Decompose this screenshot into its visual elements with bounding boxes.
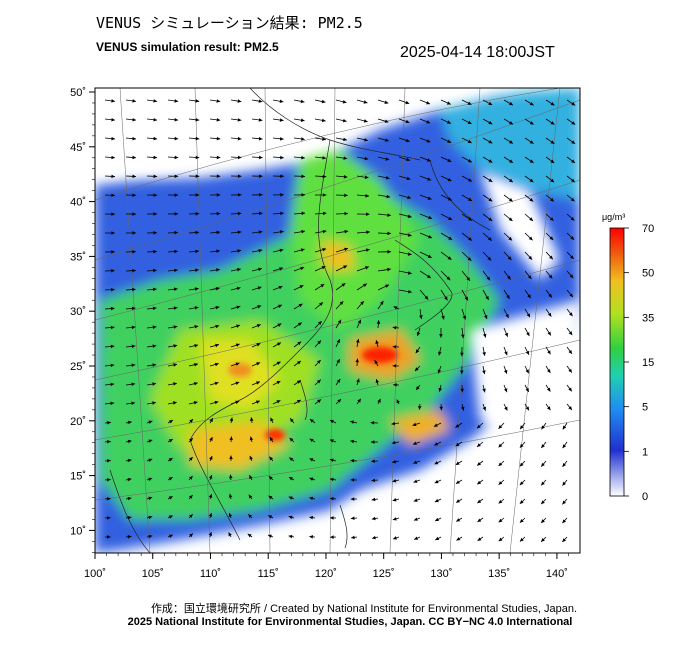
graticule bbox=[95, 88, 580, 553]
colorbar-unit: μg/m³ bbox=[602, 212, 625, 222]
colorbar-tick-label: 35 bbox=[642, 312, 654, 324]
wind-vectors bbox=[104, 99, 576, 543]
title-japanese: VENUS シミュレーション結果: PM2.5 bbox=[96, 14, 363, 32]
colorbar-tick-label: 70 bbox=[642, 223, 654, 235]
coastlines bbox=[109, 88, 491, 553]
colorbar-tick-label: 15 bbox=[642, 357, 654, 369]
colorbar-gradient bbox=[609, 227, 625, 497]
colorbar-tick-label: 50 bbox=[642, 268, 654, 280]
latitude-axis: 50˚ 45˚ 40˚ 35˚ 30˚ 25˚ 20˚ 15˚ 10˚ bbox=[70, 87, 95, 553]
latitude-tick-label: 45˚ bbox=[70, 142, 86, 154]
latitude-tick-label: 50˚ bbox=[70, 87, 86, 99]
latitude-tick-label: 30˚ bbox=[70, 306, 86, 318]
latitude-tick-label: 15˚ bbox=[70, 471, 86, 483]
longitude-tick-label: 125˚ bbox=[373, 568, 395, 580]
credit-license: 2025 National Institute for Environmenta… bbox=[127, 616, 573, 628]
longitude-tick-label: 100˚ bbox=[84, 568, 106, 580]
title-english: VENUS simulation result: PM2.5 bbox=[96, 40, 279, 54]
longitude-tick-label: 105˚ bbox=[142, 568, 164, 580]
timestamp: 2025-04-14 18:00JST bbox=[400, 44, 555, 61]
longitude-tick-label: 135˚ bbox=[488, 568, 510, 580]
colorbar-tick-label: 0 bbox=[642, 491, 648, 503]
longitude-tick-label: 115˚ bbox=[258, 568, 279, 580]
latitude-tick-label: 35˚ bbox=[70, 251, 86, 263]
longitude-tick-label: 120˚ bbox=[315, 568, 337, 580]
colorbar-tick-label: 5 bbox=[642, 402, 648, 414]
latitude-tick-label: 40˚ bbox=[70, 197, 86, 209]
longitude-axis: 100˚ 105˚ 110˚ 115˚ 120˚ 125˚ 130˚ 135˚ 140˚ bbox=[84, 553, 569, 580]
longitude-tick-label: 130˚ bbox=[430, 568, 452, 580]
latitude-tick-label: 25˚ bbox=[70, 361, 86, 373]
latitude-tick-label: 20˚ bbox=[70, 416, 86, 428]
credit-created-by: 作成：国立環境研究所 / Created by National Institu… bbox=[150, 603, 578, 615]
longitude-tick-label: 140˚ bbox=[546, 568, 568, 580]
longitude-tick-label: 110˚ bbox=[200, 568, 221, 580]
colorbar-tick-label: 1 bbox=[642, 446, 648, 458]
colorbar: μg/m³ 70 50 35 15 5 1 0 bbox=[602, 212, 654, 503]
latitude-tick-label: 10˚ bbox=[70, 525, 86, 537]
